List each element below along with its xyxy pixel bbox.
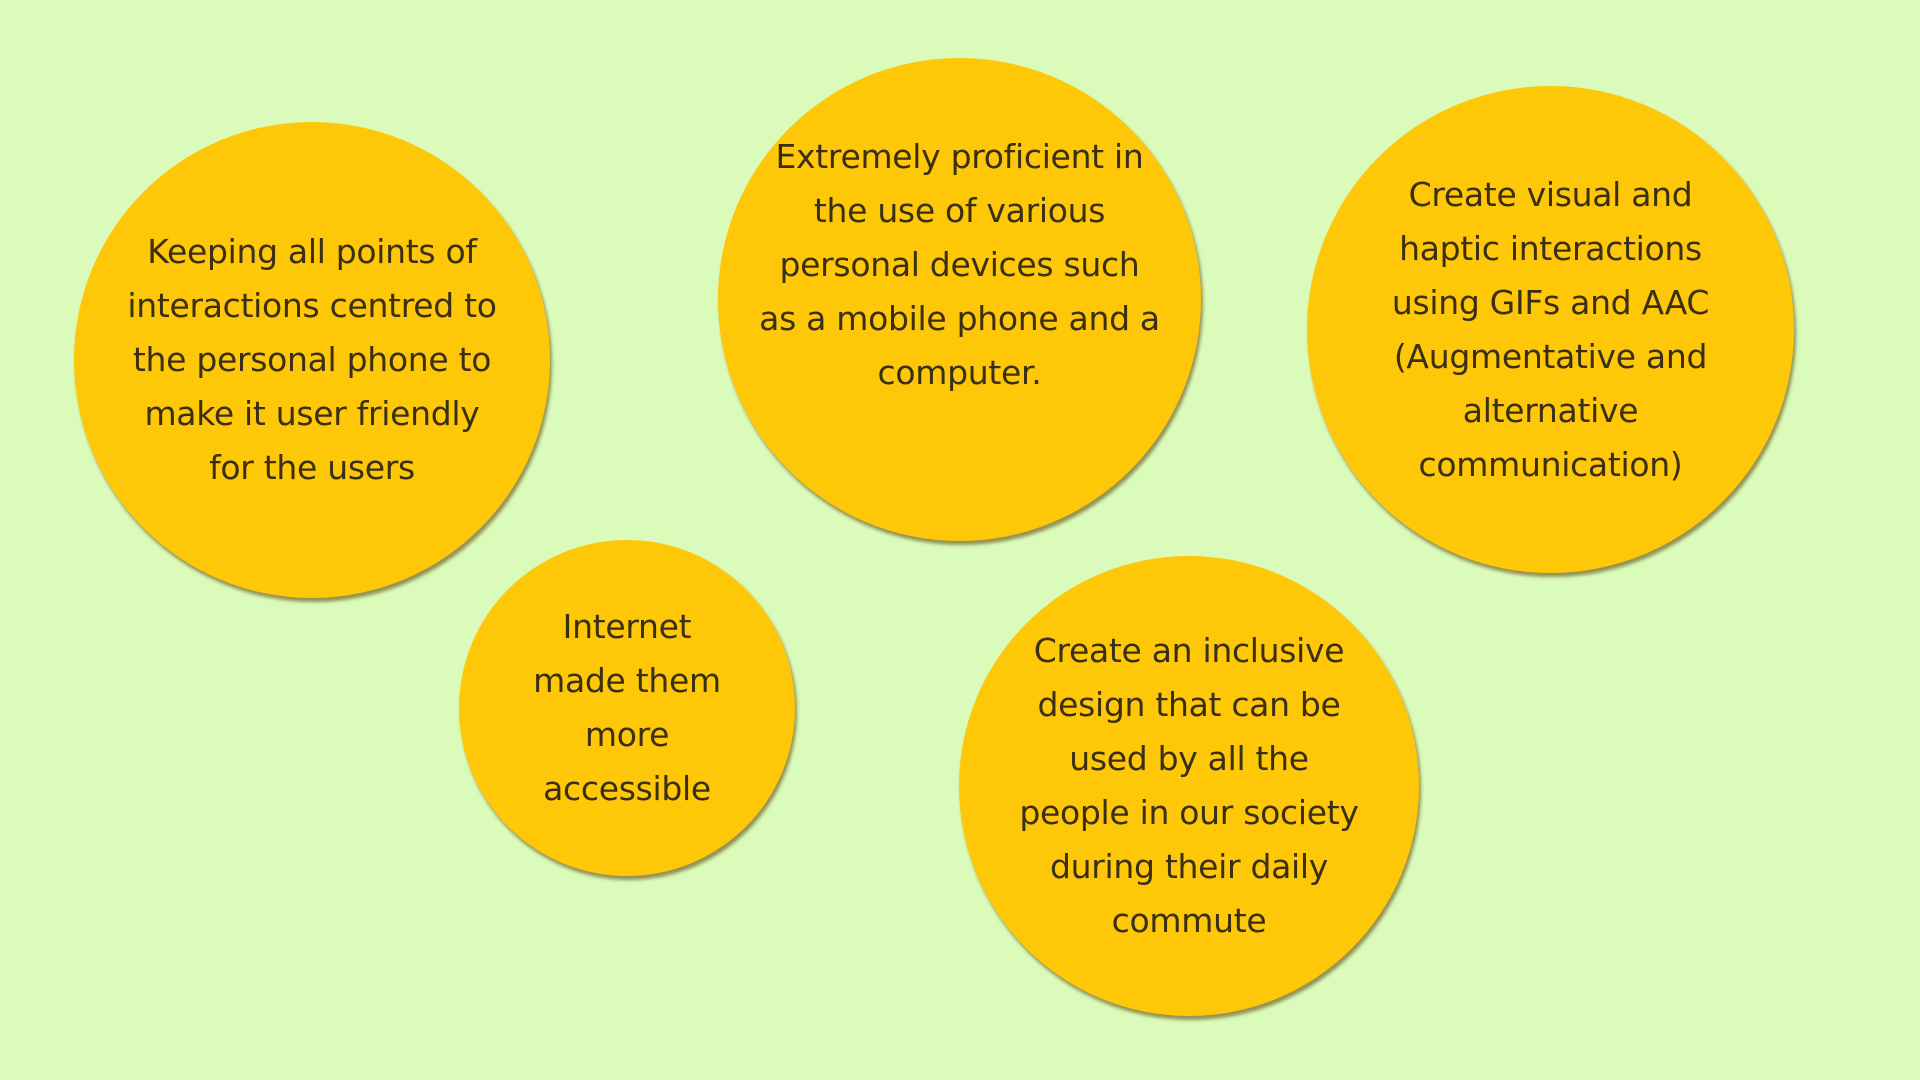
- bubble-line: haptic interactions: [1399, 228, 1702, 268]
- bubble-line: design that can be: [1037, 685, 1341, 724]
- bubble-line: the use of various: [813, 190, 1106, 230]
- bubble-line: more: [584, 715, 670, 754]
- bubble-line: the personal phone to: [132, 340, 492, 379]
- bubble-line: Extremely proficient in: [775, 136, 1144, 176]
- bubble-text: Keeping all points of interactions centr…: [112, 225, 512, 495]
- bubble-line: personal devices such: [779, 244, 1140, 284]
- bubble-line: for the users: [209, 448, 415, 487]
- bubble-line: Keeping all points of: [147, 232, 477, 271]
- bubble-line: communication): [1418, 444, 1683, 484]
- bubble-line: computer.: [877, 352, 1042, 392]
- bubble-line: made them: [533, 661, 721, 700]
- bubble-line: Create an inclusive: [1033, 631, 1345, 670]
- bubble-inclusive-design[interactable]: Create an inclusive design that can be u…: [959, 556, 1419, 1016]
- bubble-line: interactions centred to: [127, 286, 497, 325]
- bubble-line: commute: [1111, 901, 1267, 940]
- bubble-device-proficiency[interactable]: Extremely proficient in the use of vario…: [718, 58, 1201, 541]
- bubble-personal-phone[interactable]: Keeping all points of interactions centr…: [74, 122, 550, 598]
- bubble-internet-access[interactable]: Internet made them more accessible: [459, 540, 795, 876]
- bubble-visual-haptic[interactable]: Create visual and haptic interactions us…: [1307, 86, 1794, 573]
- bubble-text: Create an inclusive design that can be u…: [999, 624, 1379, 948]
- bubble-text: Extremely proficient in the use of vario…: [750, 130, 1170, 400]
- bubble-text: Create visual and haptic interactions us…: [1371, 168, 1731, 492]
- bubble-line: using GIFs and AAC: [1391, 282, 1710, 322]
- bubble-line: accessible: [543, 769, 711, 808]
- bubble-line: (Augmentative and: [1393, 336, 1708, 376]
- bubble-line: used by all the: [1069, 739, 1309, 778]
- bubble-line: during their daily: [1050, 847, 1328, 886]
- bubble-line: alternative: [1462, 390, 1639, 430]
- bubble-line: make it user friendly: [144, 394, 480, 433]
- bubble-line: as a mobile phone and a: [759, 298, 1160, 338]
- bubble-line: people in our society: [1019, 793, 1359, 832]
- bubble-line: Create visual and: [1408, 174, 1693, 214]
- bubble-text: Internet made them more accessible: [512, 600, 742, 816]
- bubble-line: Internet: [562, 607, 692, 646]
